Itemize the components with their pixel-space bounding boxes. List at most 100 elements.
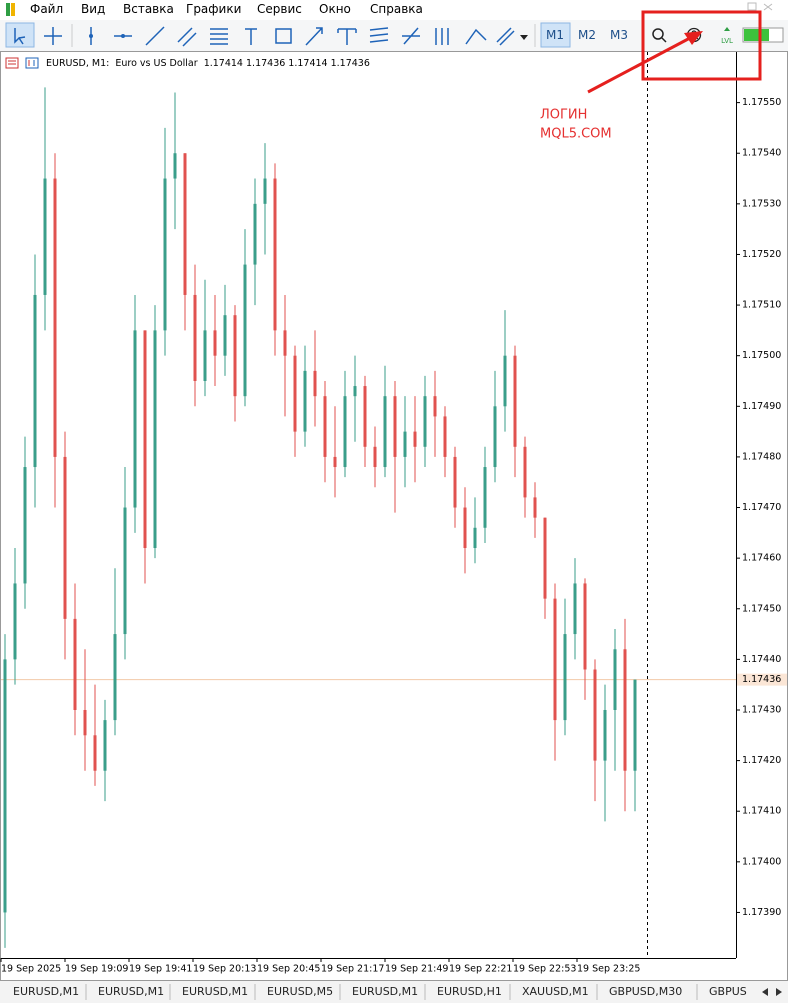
y-tick-label: 1.17550: [742, 97, 781, 108]
x-tick-label: 19 Sep 19:09: [65, 964, 128, 975]
candle-body: [263, 178, 267, 204]
menu-item[interactable]: Вставка: [123, 2, 174, 16]
active-timeframe[interactable]: [540, 22, 571, 48]
candle-body: [423, 396, 427, 447]
x-tick-label: 19 Sep 21:17: [321, 964, 384, 975]
candle-body: [153, 330, 157, 549]
candle-body: [313, 370, 317, 397]
timeframes: M1 M2 M3: [546, 28, 628, 42]
candle-body: [283, 330, 287, 356]
highlight-box: [641, 10, 762, 81]
chart-header-icons: [5, 57, 39, 69]
candle-body: [33, 294, 37, 468]
arrow-icon[interactable]: [305, 27, 323, 46]
y-tick-label: 1.17450: [742, 603, 781, 614]
x-tick-label: 19 Sep 20:45: [257, 964, 320, 975]
plot: 1.17390 1.17400 1.17410 1.17420 1.17430 1.174…: [0, 87, 787, 975]
candle-body: [243, 264, 247, 397]
menu-item[interactable]: Файл: [30, 2, 63, 16]
candle-body: [513, 355, 517, 447]
candle-body: [573, 583, 577, 635]
crosshair-icon[interactable]: [44, 27, 62, 45]
x-tick-label: 19 Sep 22:53: [513, 964, 576, 975]
candle-body: [363, 386, 367, 447]
elliott-icon[interactable]: [465, 28, 487, 45]
text-icon[interactable]: [245, 28, 257, 45]
chart-tab[interactable]: EURUSD,M5: [267, 985, 333, 998]
tabs: EURUSD,M1 EURUSD,M1 EURUSD,M1 EURUSD,M5 EURU…: [13, 984, 747, 1000]
gann-icon[interactable]: [435, 28, 449, 45]
y-tick-label: 1.17430: [742, 704, 781, 715]
candle-body: [323, 396, 327, 457]
pitchfork-icon[interactable]: [369, 27, 389, 43]
chart-tab[interactable]: XAUUSD,M1: [522, 985, 589, 998]
y-tick-label: 1.17440: [742, 654, 781, 665]
candle-body: [43, 178, 47, 295]
y-tick-label: 1.17480: [742, 451, 781, 462]
candle-body: [163, 178, 167, 331]
channel-icon[interactable]: [177, 27, 197, 47]
candle-body: [203, 330, 207, 381]
menu-item[interactable]: Вид: [81, 2, 105, 16]
rect-icon[interactable]: [275, 28, 292, 44]
candle-body: [273, 178, 277, 331]
candle-body: [493, 406, 497, 468]
label-icon[interactable]: [337, 28, 357, 45]
candle-body: [133, 330, 137, 508]
candle-body: [483, 467, 487, 528]
candle-body: [443, 416, 447, 457]
chart-tab[interactable]: GBPUS: [709, 985, 747, 998]
tab-scroll-right[interactable]: [776, 988, 782, 996]
fibo-icon[interactable]: [210, 28, 228, 45]
timeframe-button[interactable]: M1: [546, 28, 564, 42]
chart-tab[interactable]: EURUSD,M1: [98, 985, 164, 998]
x-tick-label: 19 Sep 2025: [1, 964, 61, 975]
cursor-icon[interactable]: [14, 28, 26, 45]
candle-body: [413, 431, 417, 447]
candle-body: [53, 178, 57, 457]
candle-body: [293, 355, 297, 432]
y-tick-label: 1.17410: [742, 806, 781, 817]
y-tick-label: 1.17530: [742, 198, 781, 209]
menu-item[interactable]: Графики: [186, 2, 241, 16]
lvl-label: LVL: [721, 37, 733, 45]
price-label-bg: [737, 673, 787, 686]
menu-bar: [0, 0, 788, 20]
menu-item[interactable]: Справка: [370, 2, 423, 16]
timeframe-button[interactable]: M2: [578, 28, 596, 42]
candle-body: [333, 456, 337, 468]
shapes-icon[interactable]: [496, 27, 515, 46]
tab-scroll-left[interactable]: [762, 988, 768, 996]
candle-body: [343, 396, 347, 468]
chart-tab[interactable]: EURUSD,M1: [13, 985, 79, 998]
timeframe-button[interactable]: M3: [610, 28, 628, 42]
cycle-icon[interactable]: [402, 27, 420, 45]
candle-body: [83, 709, 87, 736]
x-tick-label: 19 Sep 22:21: [449, 964, 512, 975]
cursor-button[interactable]: [5, 22, 35, 48]
candle-body: [213, 330, 217, 356]
y-tick-label: 1.17420: [742, 755, 781, 766]
candle-body: [183, 153, 187, 295]
candle-body: [193, 294, 197, 381]
candle-body: [113, 634, 117, 721]
candle-body: [3, 659, 7, 913]
annotation-arrow: [587, 36, 691, 94]
chart-tab[interactable]: EURUSD,M1: [182, 985, 248, 998]
candle-body: [503, 355, 507, 407]
y-tick-label: 1.17400: [742, 856, 781, 867]
chart-tab[interactable]: EURUSD,H1: [437, 985, 502, 998]
trendline-icon[interactable]: [145, 26, 165, 46]
y-tick-label: 1.17390: [742, 907, 781, 918]
app-icon: [6, 3, 15, 16]
chart-tab[interactable]: EURUSD,M1: [352, 985, 418, 998]
candle-body: [633, 679, 637, 771]
menu-item[interactable]: Сервис: [257, 2, 302, 16]
menu-item[interactable]: Окно: [319, 2, 351, 16]
x-tick-label: 19 Sep 23:25: [577, 964, 640, 975]
y-tick-label: 1.17540: [742, 148, 781, 159]
search-icon[interactable]: [652, 28, 664, 40]
chart-tab[interactable]: GBPUSD,M30: [609, 985, 682, 998]
candle-body: [63, 456, 67, 619]
